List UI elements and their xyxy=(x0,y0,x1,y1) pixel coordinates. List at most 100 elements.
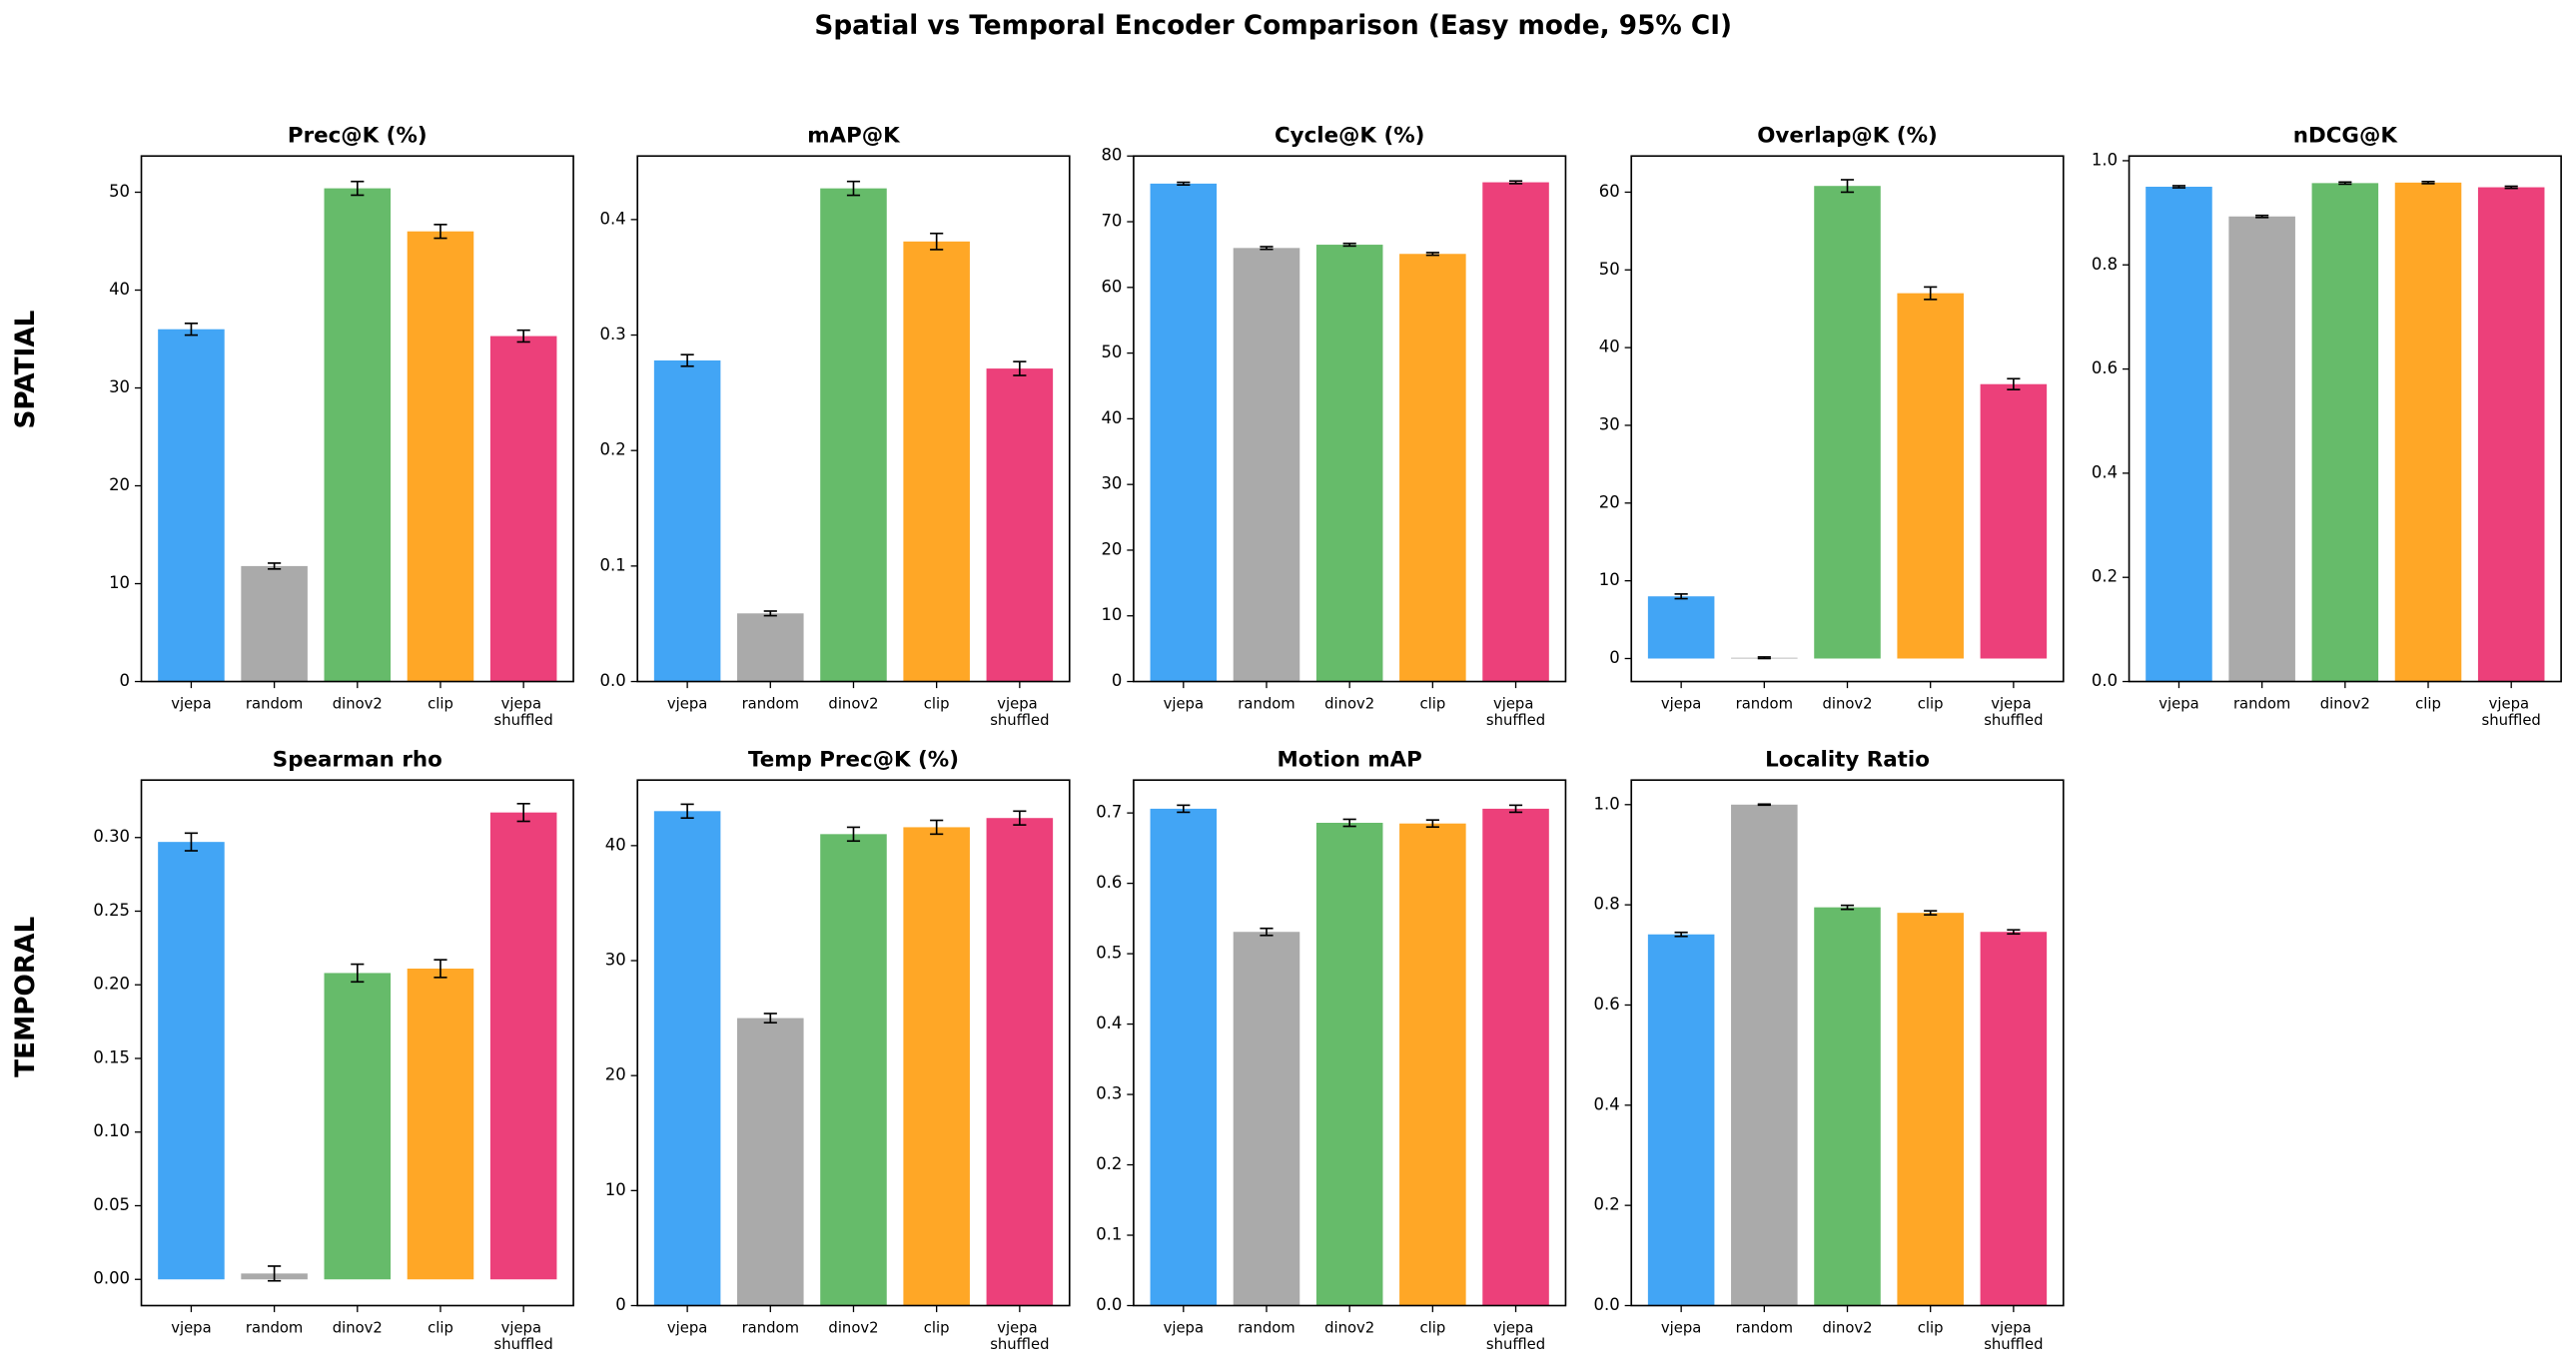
x-tick-label: random xyxy=(742,1320,799,1337)
error-bar xyxy=(1177,181,1191,187)
axes-frame xyxy=(140,155,574,683)
y-tick-label: 0.4 xyxy=(1594,1094,1620,1113)
axes-frame xyxy=(1630,779,2065,1307)
bar xyxy=(986,368,1054,682)
y-tick-label: 1.0 xyxy=(2092,150,2118,169)
error-bar xyxy=(1924,910,1938,916)
bar xyxy=(2394,182,2462,682)
y-tick-label: 0.8 xyxy=(2092,255,2118,274)
bar xyxy=(1814,186,1881,659)
error-bar xyxy=(2504,185,2518,190)
bar xyxy=(407,969,474,1280)
bar xyxy=(737,1018,804,1306)
x-tick-label: vjepa xyxy=(1164,696,1204,713)
bar xyxy=(2311,183,2379,682)
x-tick-label: vjepa xyxy=(171,1320,211,1337)
chart-title: Cycle@K (%) xyxy=(1275,124,1424,149)
error-bar xyxy=(1840,179,1855,194)
y-tick-label: 30 xyxy=(1599,414,1620,433)
error-bar xyxy=(1177,804,1191,814)
y-tick-label: 20 xyxy=(1599,492,1620,511)
x-tick-label: random xyxy=(2233,696,2290,713)
x-tick-label: vjepa xyxy=(171,696,211,713)
y-tick-label: 0.20 xyxy=(93,975,130,994)
y-tick-label: 0.4 xyxy=(1096,1014,1122,1032)
x-tick-label: vjepa shuffled xyxy=(990,696,1049,729)
x-tick-label: vjepa shuffled xyxy=(1486,696,1545,729)
bar xyxy=(1814,907,1881,1306)
axes-frame xyxy=(1133,155,1567,683)
x-tick-label: dinov2 xyxy=(1324,1320,1374,1337)
axes-frame xyxy=(1133,779,1567,1307)
error-bar xyxy=(1674,593,1688,600)
x-tick-label: vjepa xyxy=(2158,696,2198,713)
bar xyxy=(2228,216,2295,682)
chart-title: Prec@K (%) xyxy=(288,124,428,149)
error-bar xyxy=(2255,214,2269,219)
bar xyxy=(158,842,225,1280)
error-bar xyxy=(1013,810,1027,826)
y-tick-label: 0.0 xyxy=(1594,1295,1620,1314)
error-bar xyxy=(184,832,199,852)
x-tick-label: dinov2 xyxy=(2320,696,2370,713)
y-tick-label: 60 xyxy=(1599,182,1620,201)
y-tick-label: 0.6 xyxy=(2092,358,2118,377)
chart-title: Locality Ratio xyxy=(1765,747,1930,772)
bar xyxy=(1980,932,2048,1306)
x-tick-label: vjepa shuffled xyxy=(2482,696,2541,729)
x-tick-label: random xyxy=(1736,1320,1793,1337)
y-tick-label: 60 xyxy=(1101,277,1122,296)
y-tick-label: 0.0 xyxy=(2092,671,2118,690)
bar xyxy=(1980,383,2048,659)
y-tick-label: 50 xyxy=(1599,260,1620,279)
x-tick-label: random xyxy=(1238,1320,1294,1337)
y-tick-label: 0.4 xyxy=(2092,462,2118,481)
error-bar xyxy=(1260,927,1274,937)
bar xyxy=(489,812,557,1280)
bar xyxy=(2146,187,2212,682)
y-tick-label: 0 xyxy=(1112,671,1122,690)
x-tick-label: dinov2 xyxy=(333,696,383,713)
axes-frame xyxy=(140,779,574,1307)
bar xyxy=(1897,913,1964,1306)
error-bar xyxy=(1840,904,1855,911)
x-tick-label: clip xyxy=(1918,696,1944,713)
error-bar xyxy=(351,180,365,197)
x-tick-label: vjepa xyxy=(667,1320,707,1337)
error-bar xyxy=(433,959,447,979)
bar xyxy=(1897,293,1964,659)
x-tick-label: vjepa shuffled xyxy=(1486,1320,1545,1353)
error-bar xyxy=(1757,803,1771,807)
y-tick-label: 0.2 xyxy=(1594,1195,1620,1214)
error-bar xyxy=(1342,242,1356,248)
error-bar xyxy=(2007,929,2021,936)
y-tick-label: 20 xyxy=(1101,539,1122,558)
chart-title: nDCG@K xyxy=(2293,124,2399,149)
x-tick-label: dinov2 xyxy=(828,1320,878,1337)
chart-title: Overlap@K (%) xyxy=(1757,124,1938,149)
bar xyxy=(653,811,721,1306)
y-tick-label: 40 xyxy=(109,280,130,299)
axes-frame xyxy=(2128,155,2562,683)
bar xyxy=(1399,823,1466,1306)
y-tick-label: 0.3 xyxy=(1096,1084,1122,1103)
x-tick-label: clip xyxy=(428,696,453,713)
error-bar xyxy=(763,610,777,617)
x-tick-label: dinov2 xyxy=(1324,696,1374,713)
axes-frame xyxy=(1630,155,2065,683)
error-bar xyxy=(433,224,447,240)
x-tick-label: clip xyxy=(924,1320,950,1337)
bar xyxy=(1315,822,1383,1306)
y-tick-label: 0.10 xyxy=(93,1121,130,1140)
bar xyxy=(1647,596,1715,659)
y-tick-label: 0 xyxy=(1609,648,1619,667)
error-bar xyxy=(930,819,944,836)
y-tick-label: 70 xyxy=(1101,212,1122,231)
x-tick-label: vjepa shuffled xyxy=(494,696,553,729)
error-bar xyxy=(763,1013,777,1025)
bar xyxy=(986,818,1054,1306)
x-tick-label: dinov2 xyxy=(828,696,878,713)
y-tick-label: 10 xyxy=(109,573,130,592)
x-tick-label: clip xyxy=(924,696,950,713)
error-bar xyxy=(1425,819,1439,829)
